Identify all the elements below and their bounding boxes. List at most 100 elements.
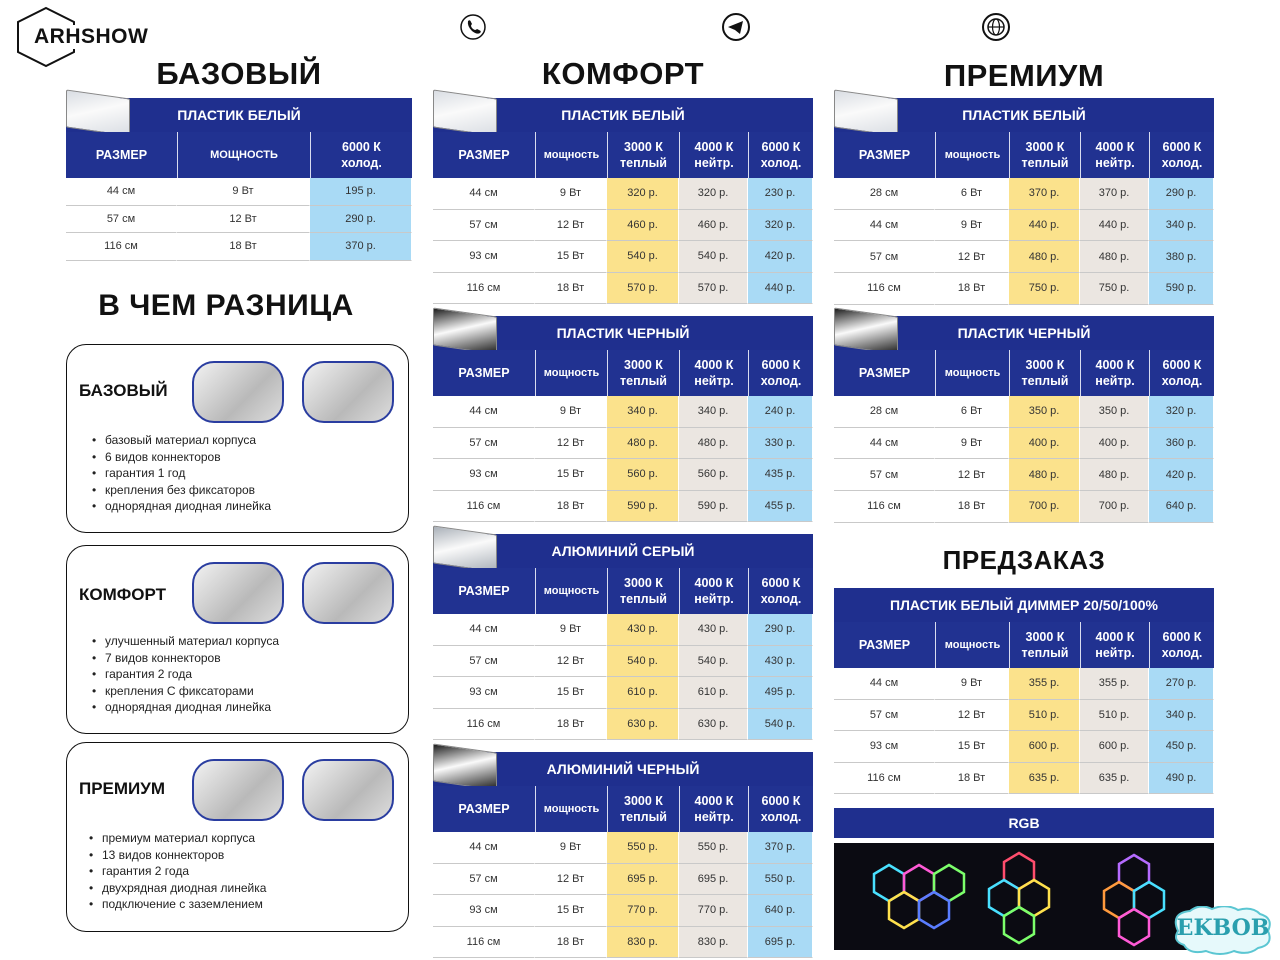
- rgb-bar: RGB: [834, 808, 1214, 838]
- table-cell: 116 см: [433, 272, 535, 304]
- table-cell: 44 см: [433, 614, 535, 646]
- table-cell: 540 р.: [679, 645, 748, 677]
- table-cell: 44 см: [66, 178, 177, 206]
- table-cell: 440 р.: [1080, 209, 1149, 242]
- table-cell: 116 см: [834, 273, 935, 305]
- table-cell: 9 Вт: [935, 427, 1009, 460]
- card-name: ПРЕМИУМ: [79, 779, 166, 798]
- card-name: БАЗОВЫЙ: [79, 381, 168, 400]
- table-cell: 380 р.: [1149, 241, 1214, 274]
- feature: подключение с заземлением: [89, 897, 263, 911]
- table-cell: 635 р.: [1009, 762, 1080, 794]
- table-cell: 640 р.: [748, 895, 813, 927]
- table-cell: 480 р.: [607, 427, 679, 459]
- table-cell: 270 р.: [1149, 668, 1214, 700]
- table-cell: 57 см: [834, 241, 935, 274]
- table-cell: 830 р.: [607, 926, 679, 958]
- table-cell: 12 Вт: [935, 241, 1009, 274]
- table-header: РАЗМЕР: [66, 132, 177, 178]
- column-title: ПРЕМИУМ: [943, 58, 1105, 93]
- feature: гарантия 2 года: [89, 864, 189, 878]
- feature: крепления С фиксаторами: [92, 684, 254, 698]
- table-header: 4000 К нейтр.: [679, 568, 748, 614]
- table-cell: 12 Вт: [535, 645, 607, 677]
- table-cell: 240 р.: [748, 396, 813, 428]
- feature: однорядная диодная линейка: [92, 499, 271, 513]
- table-cell: 9 Вт: [535, 614, 607, 646]
- phone-icon[interactable]: [458, 12, 488, 42]
- table-header: мощность: [935, 132, 1009, 178]
- table-header: 3000 К теплый: [1009, 132, 1080, 178]
- table-cell: 570 р.: [607, 272, 679, 304]
- column-title: КОМФОРТ: [541, 56, 705, 91]
- table-cell: 630 р.: [607, 708, 679, 740]
- column-title: БАЗОВЫЙ: [156, 56, 322, 91]
- table-cell: 540 р.: [748, 708, 813, 740]
- logo: ARHSHOW: [34, 25, 149, 49]
- table-cell: 440 р.: [1009, 209, 1080, 242]
- table-header: 3000 К теплый: [607, 786, 679, 832]
- table-cell: 290 р.: [1149, 178, 1214, 210]
- table-header: 6000 К холод.: [748, 786, 813, 832]
- table-header: мощность: [535, 568, 607, 614]
- table-cell: 750 р.: [1009, 273, 1080, 305]
- table-header: РАЗМЕР: [433, 132, 535, 178]
- table-cell: 360 р.: [1149, 427, 1214, 460]
- logo-mark: [17, 6, 75, 68]
- table-cell: 695 р.: [748, 926, 813, 958]
- table-cell: 44 см: [834, 209, 935, 242]
- table-cell: 12 Вт: [935, 699, 1009, 731]
- telegram-icon[interactable]: [721, 12, 751, 42]
- table-cell: 510 р.: [1080, 699, 1149, 731]
- feature: гарантия 1 год: [92, 466, 185, 480]
- table-cell: 340 р.: [1149, 699, 1214, 731]
- table-cell: 695 р.: [607, 863, 679, 895]
- table-header: 6000 К холод.: [310, 132, 412, 178]
- table-cell: 460 р.: [679, 209, 748, 241]
- feature: гарантия 2 года: [92, 667, 192, 681]
- table-cell: 15 Вт: [535, 459, 607, 491]
- table-cell: 550 р.: [748, 863, 813, 895]
- table-cell: 320 р.: [748, 209, 813, 241]
- table-cell: 93 см: [433, 241, 535, 273]
- card: БАЗОВЫЙ базовый материал корпуса 6 видов к…: [66, 344, 409, 533]
- feature: премиум материал корпуса: [89, 831, 255, 845]
- table-cell: 830 р.: [679, 926, 748, 958]
- table-cell: 57 см: [834, 699, 935, 731]
- table-cell: 18 Вт: [535, 708, 607, 740]
- table-cell: 695 р.: [679, 863, 748, 895]
- table-cell: 290 р.: [310, 205, 412, 233]
- table-cell: 44 см: [834, 668, 935, 700]
- card-photo: [192, 562, 284, 624]
- table-cell: 12 Вт: [935, 459, 1009, 492]
- table-cell: 57 см: [433, 863, 535, 895]
- preorder-title: ПРЕДЗАКАЗ: [942, 545, 1106, 575]
- table-cell: 320 р.: [607, 178, 679, 210]
- table-cell: 18 Вт: [935, 762, 1009, 794]
- card-photo: [302, 562, 394, 624]
- table-cell: 28 см: [834, 396, 935, 428]
- table-cell: 560 р.: [607, 459, 679, 491]
- table-header: мощность: [935, 350, 1009, 396]
- table-cell: 28 см: [834, 178, 935, 210]
- feature: базовый материал корпуса: [92, 433, 256, 447]
- table-cell: 550 р.: [679, 832, 748, 864]
- table-cell: 320 р.: [679, 178, 748, 210]
- web-icon[interactable]: [981, 12, 1011, 42]
- table-header: 6000 К холод.: [748, 132, 813, 178]
- table-header: 4000 К нейтр.: [1080, 622, 1149, 668]
- table-cell: 750 р.: [1080, 273, 1149, 305]
- table-cell: 570 р.: [679, 272, 748, 304]
- table-cell: 116 см: [433, 926, 535, 958]
- table-cell: 430 р.: [748, 645, 813, 677]
- card: ПРЕМИУМ премиум материал корпуса 13 видов …: [66, 742, 409, 932]
- table-cell: 116 см: [433, 708, 535, 740]
- difference-title: В ЧЕМ РАЗНИЦА: [98, 289, 354, 322]
- table-cell: 495 р.: [748, 677, 813, 709]
- table-cell: 116 см: [834, 762, 935, 794]
- table-cell: 12 Вт: [535, 209, 607, 241]
- table-cell: 370 р.: [310, 233, 412, 261]
- table-header: мощность: [535, 350, 607, 396]
- table-header: мощность: [535, 786, 607, 832]
- feature: крепления без фиксаторов: [92, 483, 255, 497]
